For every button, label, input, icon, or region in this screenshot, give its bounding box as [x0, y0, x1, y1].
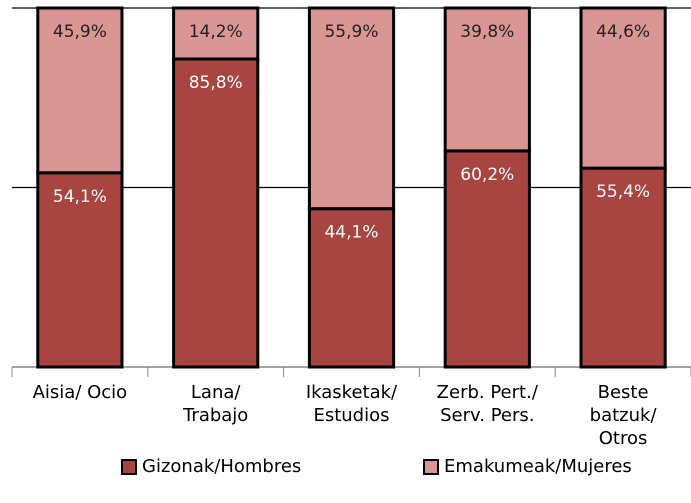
value-label: 55,9% — [324, 22, 378, 42]
bar-segment — [172, 57, 260, 369]
value-label: 85,8% — [189, 73, 243, 93]
legend-swatch — [423, 458, 439, 475]
bar-segment — [307, 207, 396, 369]
bar-segment — [579, 6, 667, 170]
value-label: 60,2% — [460, 165, 514, 185]
legend-label: Emakumeak/Mujeres — [444, 456, 632, 477]
value-label: 44,1% — [324, 223, 378, 243]
bar-segment — [443, 6, 531, 153]
x-tick-label: Lana/ Trabajo — [183, 382, 249, 426]
bar-segment — [443, 149, 531, 369]
value-label: 14,2% — [189, 22, 243, 42]
bar-segment — [307, 6, 396, 211]
bar-segment — [172, 6, 260, 61]
value-label: 55,4% — [596, 182, 650, 202]
value-label: 44,6% — [596, 22, 650, 42]
value-label: 54,1% — [53, 187, 107, 207]
bar-segment — [579, 166, 667, 369]
x-tick-label: Ikasketak/ Estudios — [305, 382, 398, 426]
legend-label: Gizonak/Hombres — [142, 456, 302, 477]
x-tick-label: Beste batzuk/ Otros — [589, 382, 657, 449]
legend-swatch — [121, 458, 137, 475]
x-tick-label: Aisia/ Ocio — [32, 382, 128, 403]
legend-item: Gizonak/Hombres — [121, 456, 301, 477]
x-tick-label: Zerb. Pert./ Serv. Pers. — [436, 382, 538, 426]
value-label: 39,8% — [460, 22, 514, 42]
legend-item: Emakumeak/Mujeres — [423, 456, 632, 477]
bar-segment — [36, 6, 124, 175]
value-label: 45,9% — [53, 22, 107, 42]
